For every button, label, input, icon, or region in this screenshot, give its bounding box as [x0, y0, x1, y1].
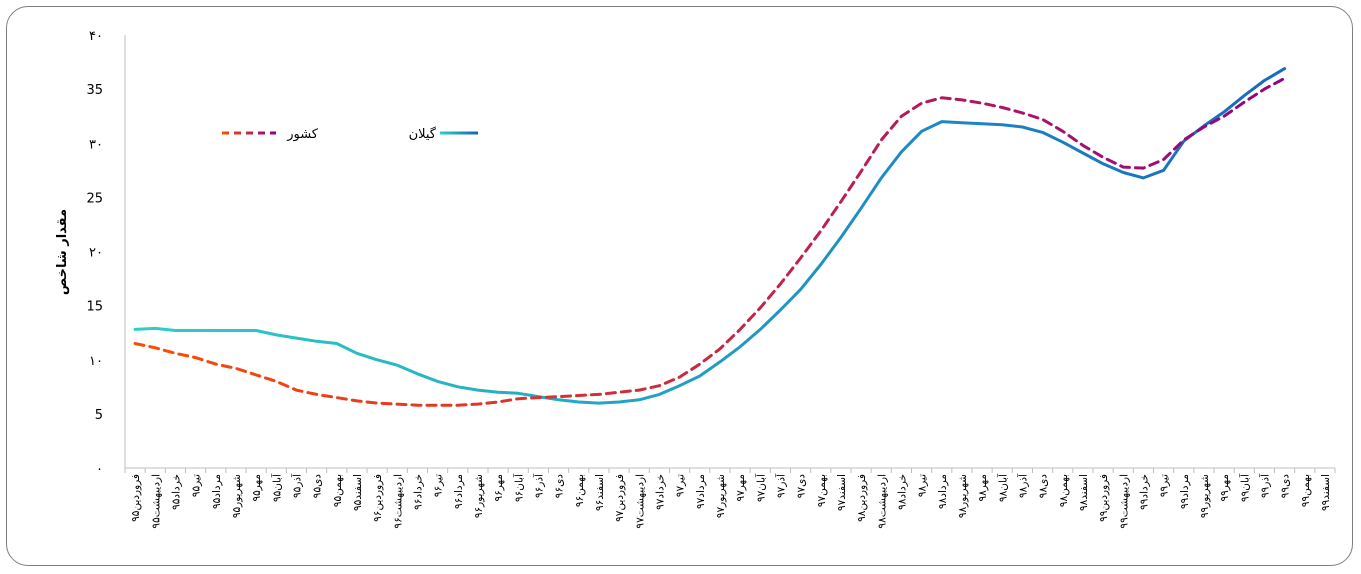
- x-tick-label: مهر۹۶: [493, 474, 505, 502]
- x-tick-label: اسفند۹۵: [352, 474, 364, 511]
- y-tick-label: ۰: [96, 462, 103, 477]
- x-tick-label: مرداد۹۷: [695, 474, 707, 509]
- x-tick-label: دی۹۸: [1038, 474, 1050, 498]
- x-tick-label: خرداد۹۹: [1138, 474, 1150, 510]
- x-tick-label: بهمن۹۷: [816, 474, 828, 507]
- x-tick-label: تیر۹۵: [191, 474, 203, 497]
- series-line-keshvar: [133, 76, 1287, 407]
- y-tick-label: ۴۰: [89, 29, 103, 44]
- x-tick-label: مهر۹۸: [977, 474, 989, 502]
- x-tick-label: شهریور۹۶: [473, 474, 485, 518]
- y-tick-label: 15: [86, 300, 103, 315]
- x-tick-label: شهریور۹۷: [715, 474, 727, 518]
- x-tick-label: تیر۹۷: [675, 474, 687, 497]
- x-tick-label: تیر۹۹: [1159, 474, 1171, 497]
- x-tick-label: اردیبهشت۹۶: [392, 474, 404, 529]
- y-tick-label: ۲۰: [89, 246, 103, 261]
- x-tick-label: اسفند۹۷: [836, 474, 848, 511]
- x-tick-label: فروردین۹۶: [372, 474, 384, 522]
- x-tick-label: آذر۹۶: [532, 473, 545, 498]
- x-tick-label: مهر۹۵: [251, 474, 263, 502]
- x-tick-label: اردیبهشت۹۷: [634, 474, 646, 529]
- x-tick-label: اسفند۹۶: [594, 474, 606, 511]
- x-tick-label: آبان۹۸: [996, 473, 1009, 502]
- x-tick-label: شهریور۹۵: [231, 474, 243, 518]
- legend-label-keshvar: کشور: [286, 127, 319, 142]
- x-tick-label: آبان۹۶: [512, 473, 525, 502]
- y-tick-label: ۱۰: [89, 354, 103, 369]
- x-tick-label: خرداد۹۵: [170, 474, 182, 510]
- x-tick-label: مهر۹۷: [735, 474, 747, 502]
- x-tick-label: خرداد۹۷: [654, 474, 666, 510]
- y-axis-title: مقدار شاخص: [55, 209, 70, 295]
- x-tick-label: بهمن۹۶: [574, 474, 586, 507]
- x-tick-label: خرداد۹۸: [896, 474, 908, 510]
- y-tick-label: 35: [86, 83, 103, 98]
- x-tick-label: اسفند۹۹: [1320, 474, 1332, 511]
- chart-frame: [6, 6, 1353, 566]
- x-tick-label: آبان۹۹: [1238, 473, 1251, 502]
- x-tick-label: فروردین۹۹: [1098, 474, 1110, 522]
- legend: گیلان کشور: [222, 126, 478, 142]
- x-tick-label: دی۹۹: [1280, 474, 1292, 498]
- x-tick-label: دی۹۶: [554, 474, 566, 498]
- x-tick-label: فروردین۹۸: [856, 474, 868, 522]
- y-tick-label: ۳۰: [89, 137, 103, 152]
- x-tick-label: خرداد۹۶: [412, 474, 424, 510]
- x-tick-label: بهمن۹۸: [1058, 474, 1070, 507]
- x-tick-label: فروردین۹۵: [130, 474, 142, 522]
- x-tick-label: بهمن۹۵: [332, 474, 344, 507]
- x-axis: فروردین۹۵ اردیبهشت۹۵ خرداد۹۵ تیر۹۵ مرداد۹۵ شه…: [124, 467, 1336, 529]
- y-tick-label: 25: [86, 191, 103, 206]
- x-tick-label: دی۹۵: [312, 474, 324, 498]
- x-tick-label: تیر۹۶: [433, 474, 445, 497]
- x-tick-label: مهر۹۹: [1219, 474, 1231, 502]
- x-tick-label: مرداد۹۹: [1179, 474, 1191, 509]
- x-tick-label: آبان۹۵: [270, 473, 283, 502]
- x-tick-label: آذر۹۹: [1258, 473, 1271, 498]
- x-tick-label: آذر۹۸: [1016, 473, 1029, 498]
- x-tick-label: اردیبهشت۹۵: [150, 474, 162, 529]
- x-tick-label: آبان۹۷: [754, 473, 767, 502]
- series-layer: [133, 67, 1287, 407]
- x-tick-label: اردیبهشت۹۹: [1118, 474, 1130, 529]
- y-axis: ۰ 5 ۱۰ 15 ۲۰ 25 ۳۰ 35 ۴۰: [86, 29, 126, 477]
- x-tick-label: مرداد۹۶: [453, 474, 465, 509]
- x-tick-label: آذر۹۵: [290, 473, 303, 498]
- x-tick-label: شهریور۹۹: [1199, 474, 1211, 518]
- x-tick-label: فروردین۹۷: [614, 474, 626, 522]
- y-tick-label: 5: [95, 408, 103, 423]
- x-tick-label: اسفند۹۸: [1078, 474, 1090, 511]
- x-tick-label: آذر۹۷: [774, 473, 787, 498]
- x-tick-label: شهریور۹۸: [957, 474, 969, 518]
- x-tick-label: بهمن۹۹: [1300, 474, 1312, 507]
- x-tick-label: مرداد۹۸: [937, 474, 949, 509]
- series-line-gilan: [133, 67, 1287, 405]
- x-tick-label: دی۹۷: [796, 474, 808, 498]
- x-tick-label: مرداد۹۵: [211, 474, 223, 509]
- x-tick-label: اردیبهشت۹۸: [876, 474, 888, 529]
- x-tick-label: تیر۹۸: [917, 474, 929, 497]
- legend-label-gilan: گیلان: [409, 126, 437, 142]
